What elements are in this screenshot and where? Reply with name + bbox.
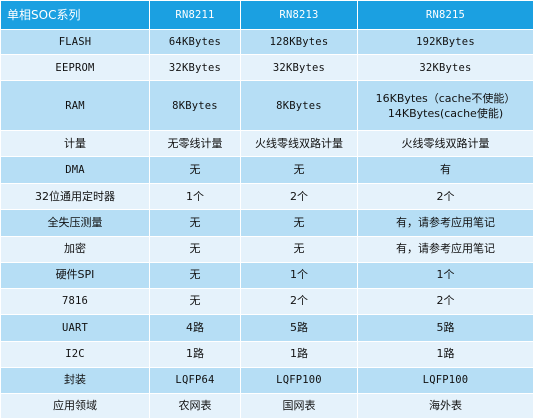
table-row: RAM 8KBytes 8KBytes 16KBytes（cache不使能） 1… [0, 80, 533, 132]
cell-rn8211: 无 [149, 235, 241, 263]
cell-rn8211: 无零线计量 [149, 130, 241, 158]
cell-rn8215: 16KBytes（cache不使能） 14KBytes(cache使能) [357, 80, 533, 132]
cell-rn8211: 1路 [149, 340, 241, 368]
table-row: 32位通用定时器 1个 2个 2个 [0, 183, 533, 211]
cell-rn8211: 无 [149, 287, 241, 315]
cell-rn8211: 无 [149, 261, 241, 289]
cell-rn8213: LQFP100 [240, 366, 358, 394]
cell-rn8213: 32KBytes [240, 54, 358, 82]
cell-rn8215: 1路 [357, 340, 533, 368]
cell-rn8215: 32KBytes [357, 54, 533, 82]
cell-rn8213: 火线零线双路计量 [240, 130, 358, 158]
cell-rn8215: 2个 [357, 287, 533, 315]
cell-rn8215: 有，请参考应用笔记 [357, 235, 533, 263]
row-label: DMA [0, 156, 150, 185]
ram-line-2: 14KBytes(cache使能) [387, 106, 504, 120]
cell-rn8215: 192KBytes [357, 28, 533, 56]
table-row: 应用领域 农网表 国网表 海外表 [0, 392, 533, 419]
table-row: 封装 LQFP64 LQFP100 LQFP100 [0, 366, 533, 394]
row-label: UART [0, 313, 150, 342]
row-label: 加密 [0, 235, 150, 263]
cell-rn8213: 无 [240, 209, 358, 237]
cell-rn8211: 4路 [149, 313, 241, 342]
cell-rn8215: 2个 [357, 183, 533, 211]
cell-rn8213: 2个 [240, 287, 358, 315]
row-label: 全失压测量 [0, 209, 150, 237]
row-label: RAM [0, 80, 150, 132]
row-label: 32位通用定时器 [0, 183, 150, 211]
row-label: 封装 [0, 366, 150, 394]
cell-rn8213: 无 [240, 156, 358, 185]
table-row: 计量 无零线计量 火线零线双路计量 火线零线双路计量 [0, 130, 533, 158]
cell-rn8215: 5路 [357, 313, 533, 342]
table-row: 硬件SPI 无 1个 1个 [0, 261, 533, 289]
cell-rn8213: 128KBytes [240, 28, 358, 56]
cell-rn8211: 1个 [149, 183, 241, 211]
cell-rn8215: 有 [357, 156, 533, 185]
row-label: EEPROM [0, 54, 150, 82]
cell-rn8215: 火线零线双路计量 [357, 130, 533, 158]
cell-rn8211: 64KBytes [149, 28, 241, 56]
header-rn8211: RN8211 [149, 0, 241, 30]
cell-rn8213: 5路 [240, 313, 358, 342]
cell-rn8211: 8KBytes [149, 80, 241, 132]
table-row: 7816 无 2个 2个 [0, 287, 533, 315]
cell-rn8215: LQFP100 [357, 366, 533, 394]
cell-rn8213: 8KBytes [240, 80, 358, 132]
header-rn8213: RN8213 [240, 0, 358, 30]
cell-rn8211: 无 [149, 209, 241, 237]
table-row: 全失压测量 无 无 有，请参考应用笔记 [0, 209, 533, 237]
ram-line-1: 16KBytes（cache不使能） [375, 91, 516, 105]
cell-rn8211: LQFP64 [149, 366, 241, 394]
cell-rn8211: 32KBytes [149, 54, 241, 82]
table-row: FLASH 64KBytes 128KBytes 192KBytes [0, 28, 533, 56]
cell-rn8211: 无 [149, 156, 241, 185]
header-rn8215: RN8215 [357, 0, 533, 30]
table-row: DMA 无 无 有 [0, 156, 533, 185]
row-label: 7816 [0, 287, 150, 315]
row-label: 计量 [0, 130, 150, 158]
table-row: EEPROM 32KBytes 32KBytes 32KBytes [0, 54, 533, 82]
cell-rn8211: 农网表 [149, 392, 241, 419]
row-label: FLASH [0, 28, 150, 56]
row-label: 硬件SPI [0, 261, 150, 289]
header-series: 单相SOC系列 [0, 0, 150, 30]
row-label: I2C [0, 340, 150, 368]
header-row: 单相SOC系列 RN8211 RN8213 RN8215 [0, 0, 533, 30]
cell-rn8215: 1个 [357, 261, 533, 289]
cell-rn8213: 无 [240, 235, 358, 263]
table-row: UART 4路 5路 5路 [0, 313, 533, 342]
cell-rn8213: 国网表 [240, 392, 358, 419]
table-row: 加密 无 无 有，请参考应用笔记 [0, 235, 533, 263]
cell-rn8213: 2个 [240, 183, 358, 211]
table-row: I2C 1路 1路 1路 [0, 340, 533, 368]
row-label: 应用领域 [0, 392, 150, 419]
cell-rn8213: 1个 [240, 261, 358, 289]
cell-rn8213: 1路 [240, 340, 358, 368]
cell-rn8215: 有，请参考应用笔记 [357, 209, 533, 237]
cell-rn8215: 海外表 [357, 392, 533, 419]
